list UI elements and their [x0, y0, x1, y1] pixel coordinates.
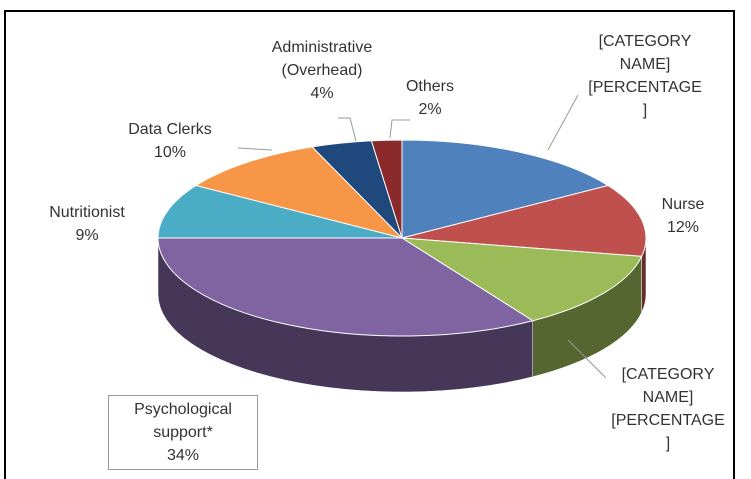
category-label: [CATEGORY NAME]	[598, 33, 692, 73]
value-label: 10%	[153, 144, 187, 161]
pie-slice	[401, 237, 643, 322]
pie-slice	[370, 139, 403, 239]
data-label: [CATEGORY NAME] [PERCENTAGE]	[588, 30, 703, 122]
value-label: [PERCENTAGE]	[611, 412, 725, 452]
data-label: Data Clerks 10%	[115, 118, 225, 164]
data-label: Administrative (Overhead) 4%	[260, 36, 385, 105]
category-label: Administrative (Overhead)	[271, 39, 373, 79]
pie-slice	[401, 139, 610, 239]
leader-line	[567, 339, 607, 379]
value-label: 4%	[310, 85, 334, 102]
data-label: Nutritionist 9%	[37, 201, 137, 247]
value-label: 9%	[75, 227, 99, 244]
data-label: Nurse 12%	[648, 193, 718, 239]
value-label: 34%	[166, 447, 200, 464]
pie-slice	[157, 184, 403, 239]
category-label: [CATEGORY NAME]	[621, 366, 715, 406]
data-label: [CATEGORY NAME] [PERCENTAGE]	[611, 363, 726, 455]
leader-line	[338, 117, 357, 142]
leader-line	[389, 119, 410, 139]
pie-slice	[401, 184, 647, 257]
value-label: 2%	[418, 101, 442, 118]
value-label: 12%	[666, 219, 700, 236]
pie-slice	[157, 237, 534, 337]
data-label: Others 2%	[395, 75, 465, 121]
chart-frame	[4, 10, 735, 479]
pie-slice	[194, 146, 404, 239]
category-label: Nutritionist	[49, 204, 125, 221]
value-label: [PERCENTAGE]	[588, 79, 702, 119]
leader-lines	[237, 94, 607, 379]
leader-line	[547, 94, 579, 151]
category-label: Others	[405, 78, 454, 95]
leader-line	[237, 147, 273, 151]
data-label: Psychological support* 34%	[108, 395, 258, 470]
category-label: Data Clerks	[128, 121, 212, 138]
category-label: Nurse	[661, 196, 705, 213]
category-label: Psychological support*	[134, 401, 232, 441]
